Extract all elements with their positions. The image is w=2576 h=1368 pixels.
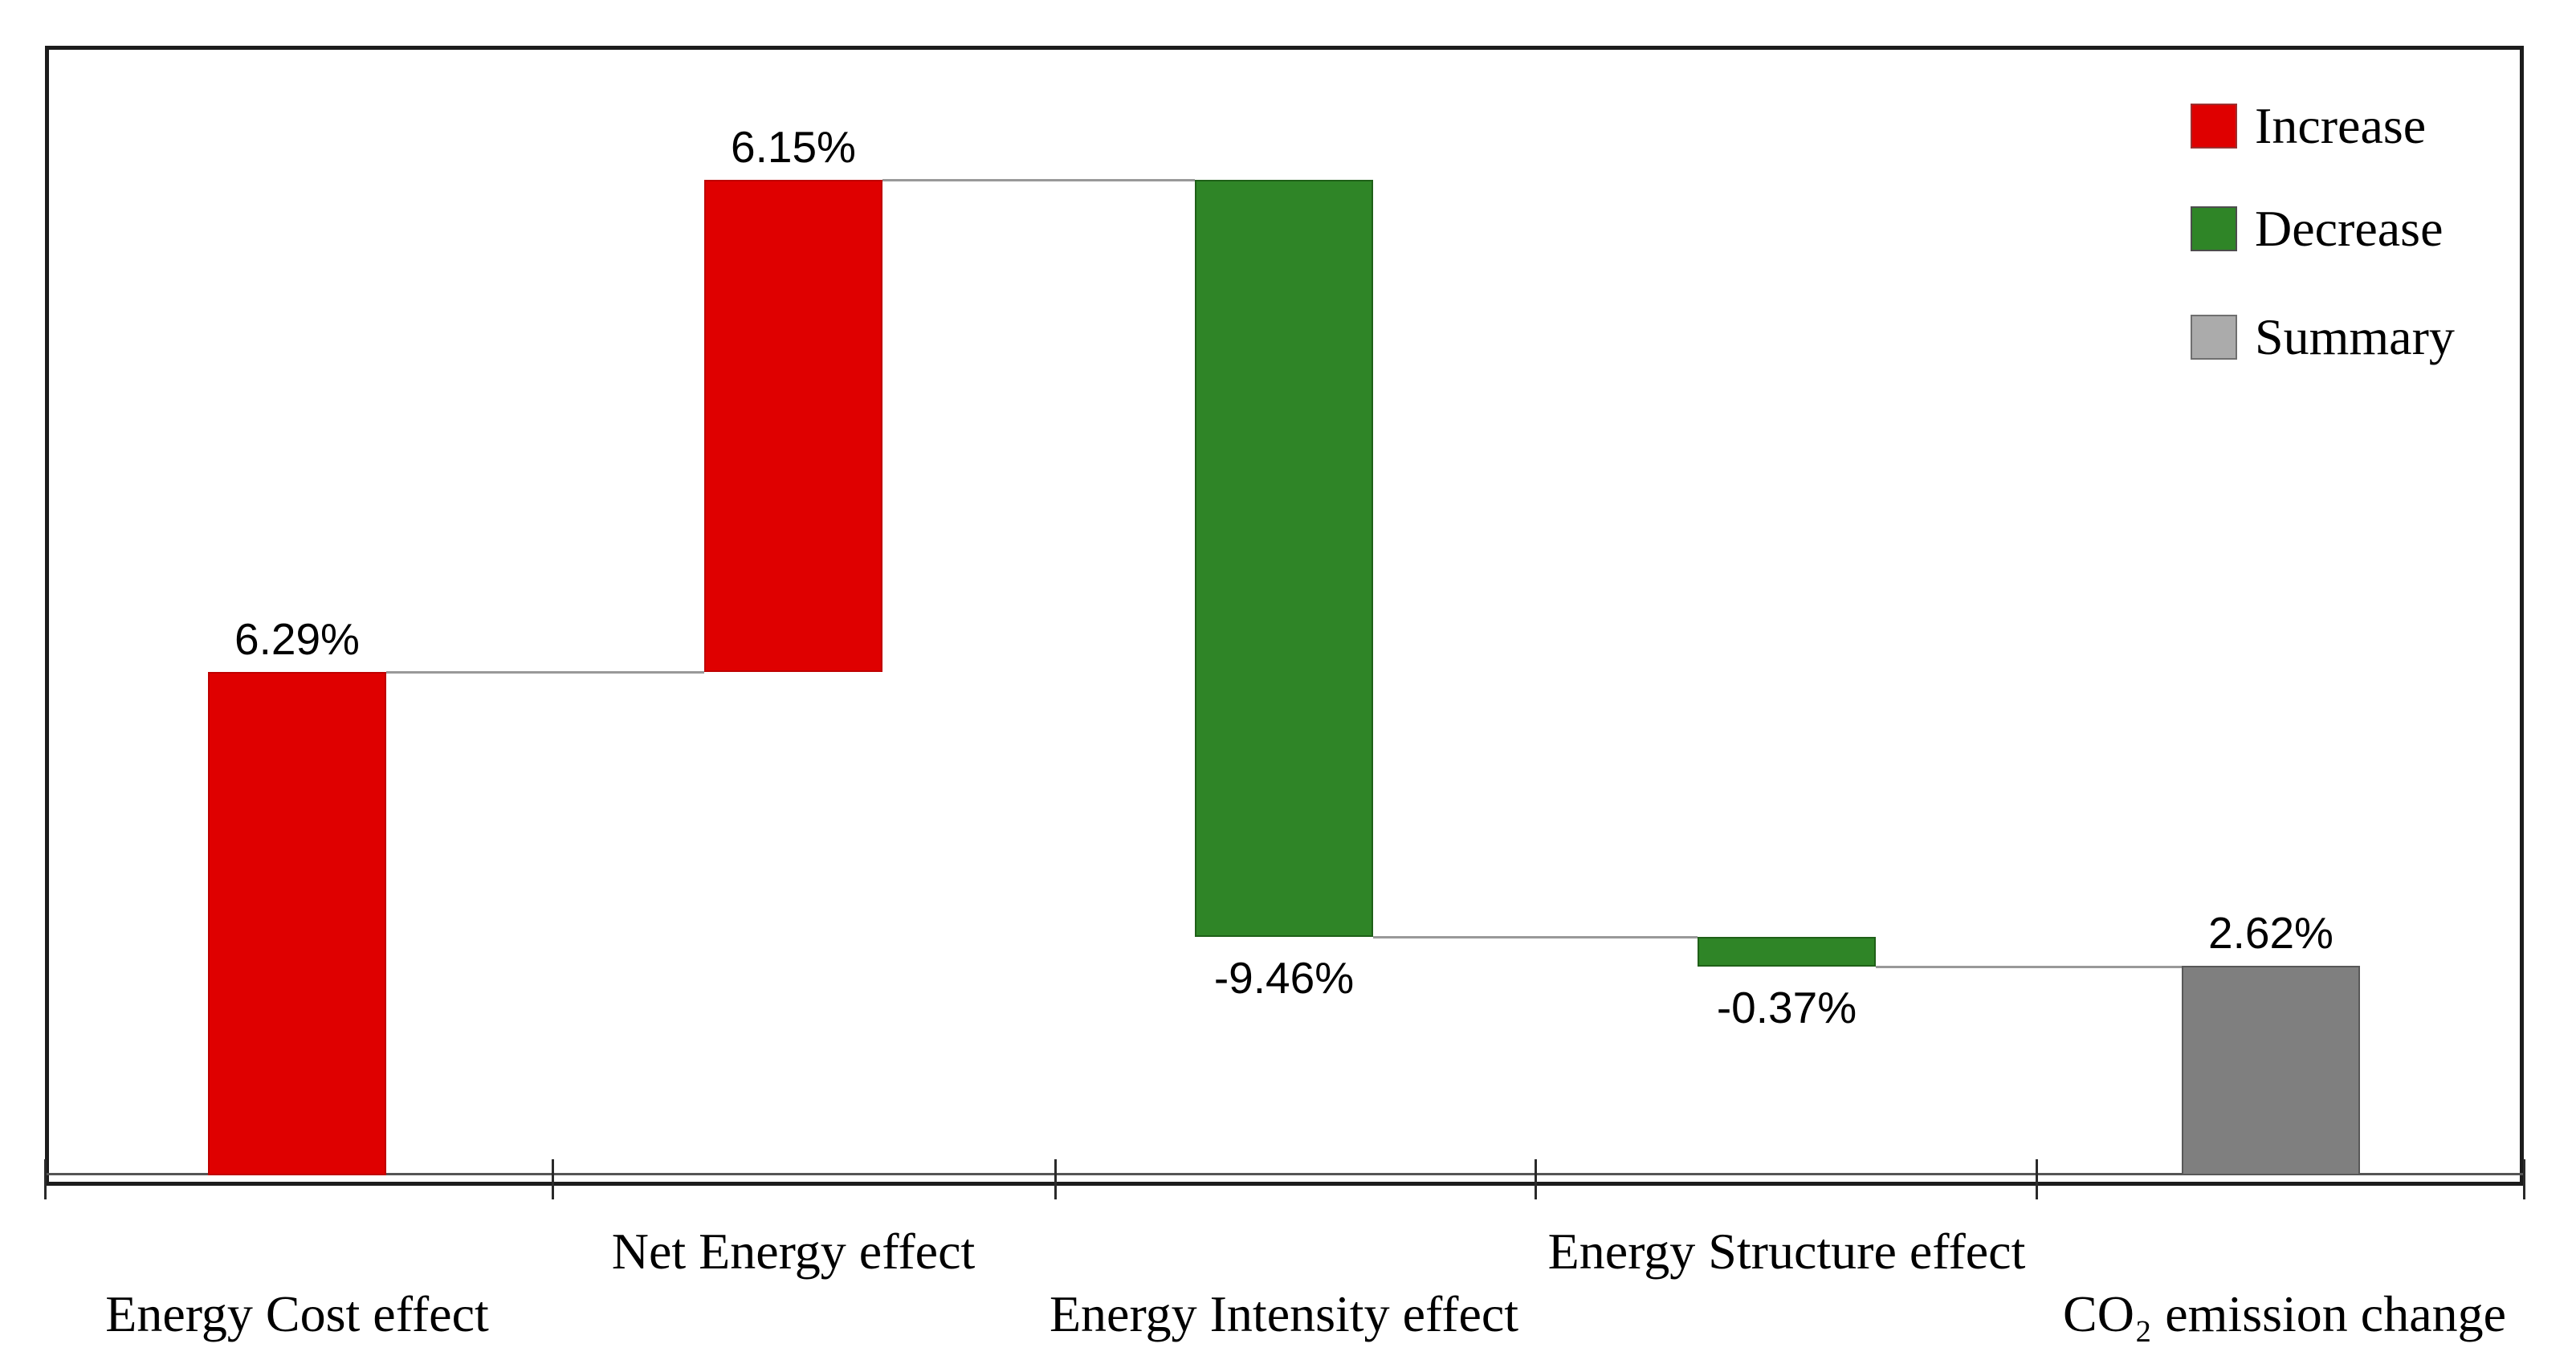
bar-value-label: -0.37%: [1716, 982, 1857, 1032]
waterfall-bar-decrease: [1698, 936, 1876, 967]
x-axis-category-label: Net Energy effect: [611, 1223, 976, 1280]
waterfall-connector-line: [882, 178, 1195, 181]
x-axis-category-label: Energy Cost effect: [105, 1285, 489, 1342]
x-axis-tick: [2036, 1159, 2038, 1199]
bar-value-label: 6.15%: [731, 121, 856, 172]
x-axis-line: [45, 1173, 2524, 1175]
x-axis-category-label: Energy Intensity effect: [1049, 1285, 1519, 1342]
x-axis-tick: [1054, 1159, 1057, 1199]
x-axis-category-label: Energy Structure effect: [1547, 1223, 2026, 1280]
waterfall-bar-increase: [704, 179, 882, 672]
x-axis-category-label: CO₂ emission change: [2063, 1285, 2506, 1342]
waterfall-connector-line: [1876, 965, 2182, 968]
bar-value-label: 2.62%: [2208, 907, 2333, 958]
plot-area-frame: [45, 46, 2524, 1186]
x-axis-tick: [2523, 1159, 2525, 1199]
waterfall-bar-summary: [2182, 965, 2360, 1175]
x-axis-tick: [1535, 1159, 1537, 1199]
waterfall-bar-decrease: [1195, 179, 1373, 937]
waterfall-connector-line: [386, 670, 704, 674]
x-axis-tick: [44, 1159, 47, 1199]
waterfall-connector-line: [1373, 935, 1698, 938]
x-axis-tick: [552, 1159, 554, 1199]
bar-value-label: -9.46%: [1213, 952, 1355, 1003]
bar-value-label: 6.29%: [234, 613, 360, 664]
waterfall-bar-increase: [208, 671, 386, 1175]
